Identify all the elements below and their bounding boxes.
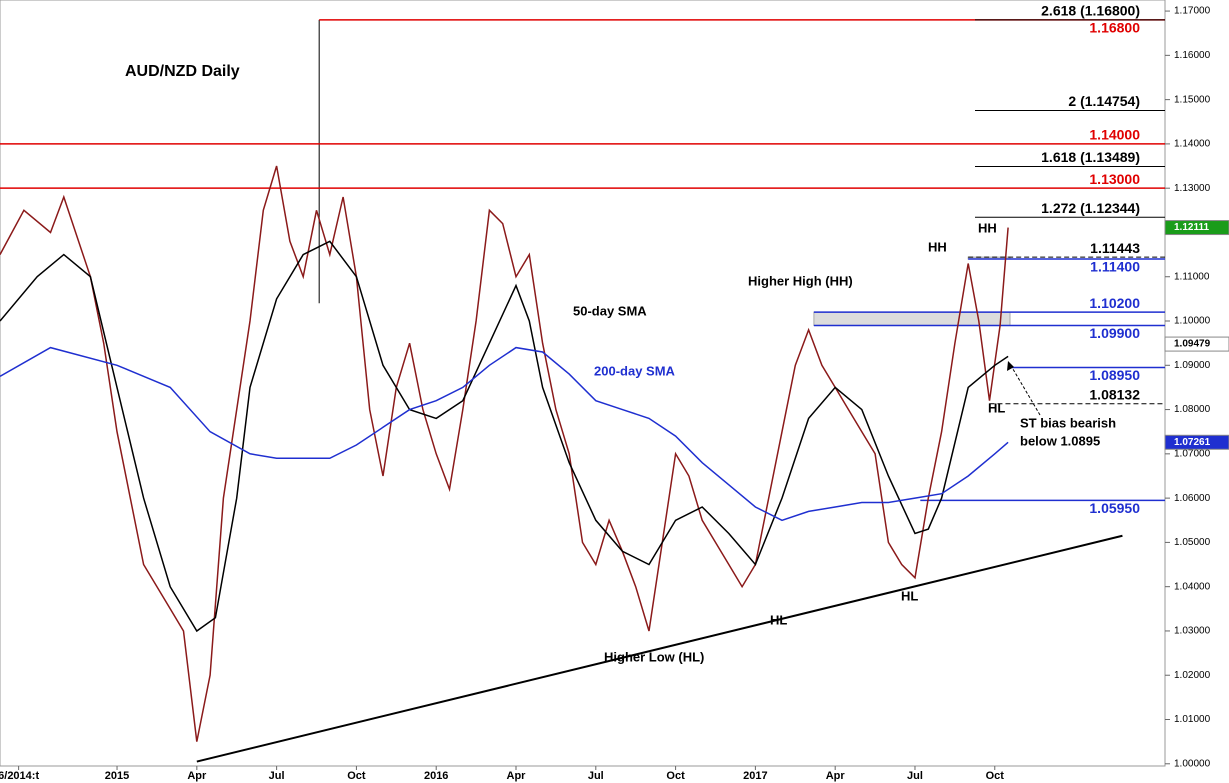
price-tag-label: 1.09479: [1174, 339, 1211, 350]
x-tick-label: Jul: [907, 770, 923, 782]
level-label: 1.09900: [1089, 325, 1140, 341]
level-label: 1.11400: [1090, 259, 1140, 275]
annotation: Higher High (HH): [748, 273, 853, 288]
arrow-head: [1007, 361, 1014, 371]
annotation: ST bias bearish: [1020, 415, 1116, 430]
y-tick-label: 1.11000: [1174, 271, 1210, 282]
price-tag: [1164, 336, 1229, 352]
price-tag-label: 1.12111: [1174, 222, 1209, 233]
plot-area: [0, 0, 1166, 767]
y-tick-label: 1.16000: [1174, 50, 1211, 61]
y-tick-label: 1.01000: [1174, 714, 1211, 725]
y-tick-label: 1.15000: [1174, 94, 1211, 105]
y-tick-label: 1.10000: [1174, 316, 1211, 327]
level-label: 1.14000: [1089, 127, 1140, 143]
level-label: 1.05950: [1089, 500, 1140, 516]
trendline: [196, 534, 1123, 763]
series-label: 50-day SMA: [573, 303, 647, 318]
chart-title: AUD/NZD Daily: [125, 63, 240, 80]
x-tick-label: 6/2014:t: [0, 770, 39, 782]
level-label: 1.13000: [1089, 171, 1140, 187]
y-tick-label: 1.09000: [1174, 360, 1211, 371]
series-line: [0, 165, 1009, 742]
x-tick-label: Apr: [826, 770, 846, 782]
price-tag-label: 1.07261: [1174, 437, 1211, 448]
x-tick-label: Oct: [986, 770, 1005, 782]
x-tick-label: 2017: [743, 770, 767, 782]
y-tick-label: 1.13000: [1174, 183, 1211, 194]
series-line: [0, 346, 1009, 522]
x-tick-label: Jul: [269, 770, 285, 782]
x-tick-label: Apr: [187, 770, 207, 782]
y-tick-label: 1.17000: [1174, 6, 1211, 17]
fib-label: 2.618 (1.16800): [1041, 3, 1140, 19]
price-tag: [1164, 434, 1229, 450]
annotation: Higher Low (HL): [604, 649, 704, 664]
annotation: HH: [928, 239, 947, 254]
x-tick-label: Oct: [666, 770, 685, 782]
y-tick-label: 1.14000: [1174, 139, 1211, 150]
y-tick-label: 1.03000: [1174, 626, 1211, 637]
x-tick-label: Oct: [347, 770, 366, 782]
fib-label: 2 (1.14754): [1068, 93, 1140, 109]
y-tick-label: 1.00000: [1174, 758, 1211, 769]
fib-label: 1.618 (1.13489): [1041, 149, 1140, 165]
y-tick-label: 1.08000: [1174, 404, 1211, 415]
zone: [813, 311, 1011, 326]
level-label: 1.11443: [1090, 240, 1140, 256]
y-tick-label: 1.07000: [1174, 448, 1211, 459]
y-tick-label: 1.04000: [1174, 581, 1211, 592]
price-tag: [1164, 220, 1229, 236]
x-tick-label: 2015: [105, 770, 129, 782]
annotation: below 1.0895: [1020, 433, 1100, 448]
annotation: HL: [988, 400, 1005, 415]
x-tick-label: 2016: [424, 770, 448, 782]
series-label: 200-day SMA: [594, 363, 676, 378]
level-label: 1.10200: [1089, 295, 1140, 311]
x-tick-label: Apr: [507, 770, 527, 782]
level-label: 1.08950: [1089, 367, 1140, 383]
level-label: 1.16800: [1089, 20, 1140, 36]
fib-label: 1.272 (1.12344): [1041, 200, 1140, 216]
annotation: HL: [770, 612, 787, 627]
y-tick-label: 1.05000: [1174, 537, 1211, 548]
annotation: HL: [901, 588, 918, 603]
x-tick-label: Jul: [588, 770, 604, 782]
level-label: 1.08132: [1089, 386, 1140, 402]
y-tick-label: 1.06000: [1174, 493, 1211, 504]
y-tick-label: 1.02000: [1174, 670, 1211, 681]
series-line: [0, 240, 1009, 633]
annotation: HH: [978, 220, 997, 235]
